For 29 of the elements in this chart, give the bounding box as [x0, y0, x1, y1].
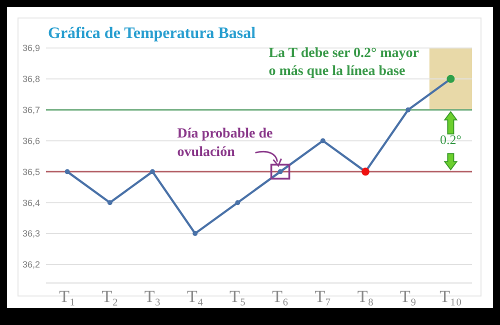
point: [150, 169, 155, 174]
point: [107, 200, 112, 206]
x-tick-label: T₆: [272, 287, 289, 306]
annotation: 0.2°: [440, 132, 462, 147]
y-tick-label: 36,4: [22, 198, 40, 208]
y-tick-label: 36,3: [22, 228, 40, 239]
point: [320, 138, 326, 144]
y-tick-label: 36,2: [22, 260, 40, 270]
y-tick-label: 36,6: [22, 136, 40, 146]
x-tick-label: T₈: [357, 287, 374, 306]
point: [406, 107, 411, 112]
x-tick-label: T₄: [186, 287, 204, 306]
x-tick-label: T₇: [314, 287, 332, 306]
x-tick-label: T₁: [59, 287, 76, 306]
x-tick-label: T₉: [400, 287, 416, 306]
point: [235, 200, 240, 206]
annotation: La T debe ser 0.2° mayor o más que la línea base: [268, 46, 419, 80]
point: [64, 169, 70, 174]
y-tick-label: 36,5: [22, 166, 40, 177]
y-tick-label: 36,8: [22, 74, 40, 84]
y-tick-label: 36,7: [22, 104, 40, 115]
chart-title: Gráfica de Temperatura Basal: [48, 25, 256, 42]
point: [192, 231, 198, 236]
x-tick-label: T₁₀: [440, 287, 462, 306]
y-tick-label: 36,9: [22, 43, 40, 54]
x-tick-label: T₅: [230, 287, 246, 306]
x-tick-label: T₂: [102, 287, 118, 306]
x-tick-label: T₃: [144, 287, 161, 306]
annotation: Día probable de ovulación: [177, 126, 273, 160]
